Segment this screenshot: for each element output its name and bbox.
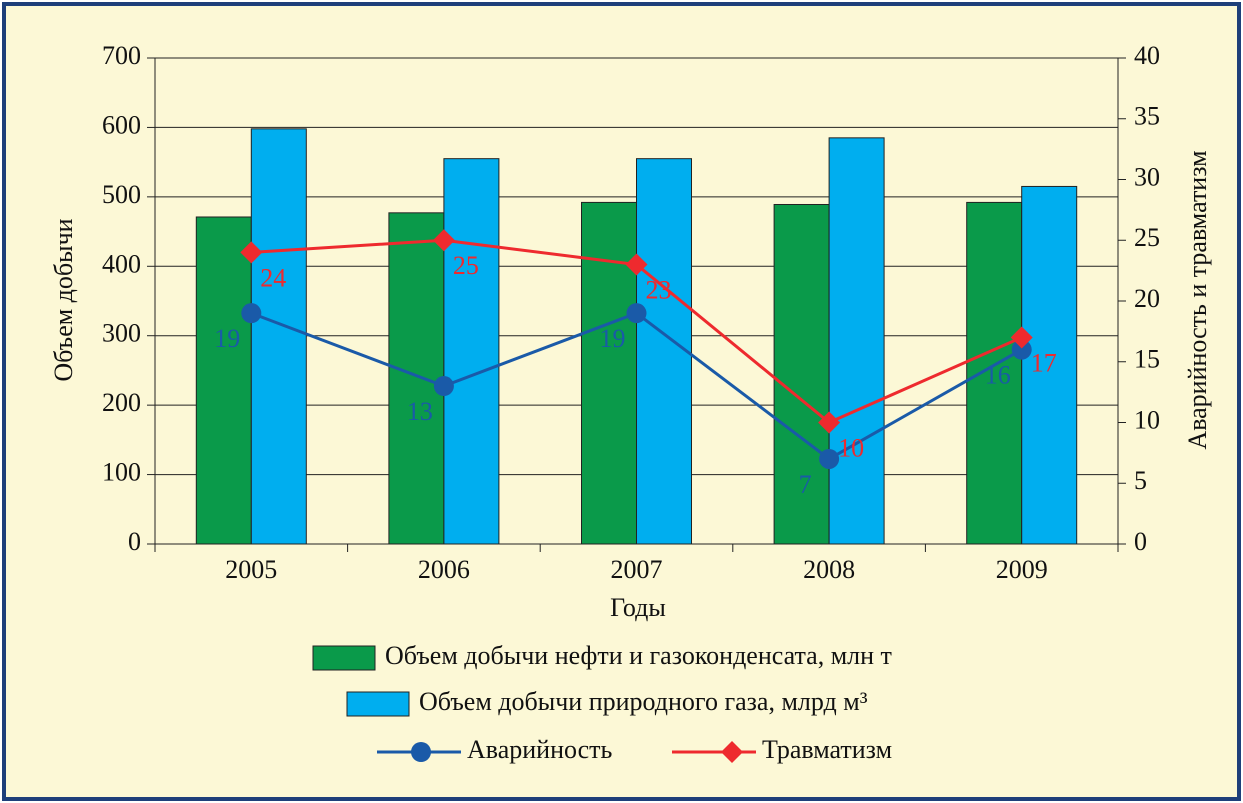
- y-tick-label: 200: [102, 388, 141, 417]
- y2-tick-label: 10: [1134, 405, 1160, 434]
- point: [818, 411, 841, 434]
- y2-tick-label: 0: [1134, 527, 1147, 556]
- y2-tick-label: 15: [1134, 345, 1160, 374]
- data-label: 25: [453, 251, 479, 280]
- y2-tick-label: 5: [1134, 466, 1147, 495]
- y2-tick-label: 30: [1134, 162, 1160, 191]
- y-tick-label: 700: [102, 41, 141, 70]
- y-tick-label: 0: [128, 527, 141, 556]
- point: [625, 253, 648, 276]
- y-axis-title: Объем добычи: [49, 218, 78, 381]
- point: [433, 376, 454, 397]
- y-tick-label: 500: [102, 180, 141, 209]
- bar: [250, 128, 307, 545]
- bar: [1021, 185, 1078, 545]
- legend-label: Объем добычи природного газа, млрд м³: [419, 687, 868, 716]
- data-label: 24: [260, 263, 286, 292]
- y-tick-label: 400: [102, 249, 141, 278]
- data-label: 17: [1031, 348, 1057, 377]
- bar: [773, 203, 830, 545]
- bar: [828, 137, 885, 545]
- legend-label: Аварийность: [467, 735, 613, 764]
- data-label: 19: [600, 324, 626, 353]
- point: [1011, 339, 1032, 360]
- data-label: 19: [214, 324, 240, 353]
- y2-axis-title: Аварийность и травматизм: [1183, 150, 1212, 449]
- bar: [636, 158, 692, 545]
- bar: [966, 201, 1023, 545]
- legend-marker: [721, 741, 743, 763]
- point: [240, 241, 263, 264]
- legend-label: Объем добычи нефти и газоконденсата, млн…: [385, 641, 892, 670]
- x-axis-title: Годы: [610, 593, 666, 622]
- bar: [388, 212, 445, 545]
- point: [432, 229, 455, 252]
- x-tick-label: 2008: [803, 555, 855, 584]
- bar: [581, 201, 637, 545]
- y-tick-label: 300: [102, 319, 141, 348]
- point: [626, 303, 647, 324]
- data-label: 16: [985, 361, 1011, 390]
- point: [819, 448, 840, 469]
- bar: [195, 216, 252, 545]
- x-tick-label: 2006: [418, 555, 470, 584]
- legend-swatch: [312, 645, 376, 671]
- x-tick-label: 2007: [611, 555, 663, 584]
- y2-tick-label: 35: [1134, 102, 1160, 131]
- legend-swatch: [346, 691, 410, 717]
- y-tick-label: 100: [102, 458, 141, 487]
- y2-tick-label: 25: [1134, 223, 1160, 252]
- x-tick-label: 2009: [996, 555, 1048, 584]
- y2-tick-label: 40: [1134, 41, 1160, 70]
- y-tick-label: 600: [102, 110, 141, 139]
- bar: [443, 158, 500, 545]
- y2-tick-label: 20: [1134, 284, 1160, 313]
- point: [1010, 326, 1033, 349]
- data-label: 7: [799, 470, 812, 499]
- legend-label: Травматизм: [762, 735, 892, 764]
- point: [241, 303, 262, 324]
- x-tick-label: 2005: [225, 555, 277, 584]
- legend-marker: [411, 742, 431, 762]
- data-label: 13: [407, 397, 433, 426]
- data-label: 10: [838, 433, 864, 462]
- data-label: 23: [646, 276, 672, 305]
